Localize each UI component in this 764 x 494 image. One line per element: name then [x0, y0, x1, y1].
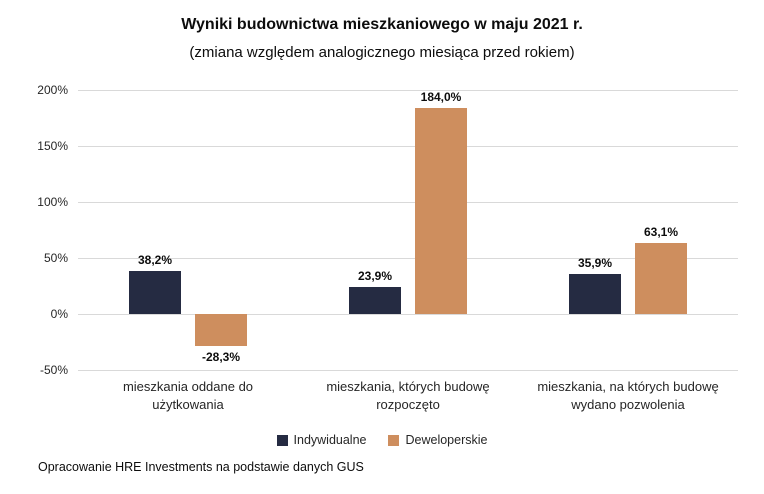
gridline	[78, 258, 738, 259]
gridline	[78, 202, 738, 203]
x-axis-category-labels: mieszkania oddane do użytkowania mieszkan…	[78, 378, 738, 414]
legend-item-indywidualne: Indywidualne	[276, 433, 367, 447]
bar-value-label: 38,2%	[137, 253, 173, 268]
plot-area: -50% 0% 50% 100% 150% 200% 38,2% -28,3% 23,9% 18…	[37, 83, 738, 377]
legend-item-deweloperskie: Deweloperskie	[388, 433, 487, 447]
gridline	[78, 146, 738, 147]
legend-swatch-deweloperskie	[388, 434, 400, 446]
bar-value-label: 35,9%	[577, 255, 613, 270]
bar-deweloperskie-1	[415, 107, 467, 314]
bar-group: 35,9% 63,1%	[518, 90, 738, 370]
y-tick-label: 0%	[50, 307, 68, 321]
gridline	[78, 90, 738, 91]
category-label: mieszkania, na których budowę wydano poz…	[537, 379, 719, 413]
legend-label-deweloperskie: Deweloperskie	[405, 433, 488, 447]
gridline	[78, 314, 738, 315]
chart-subtitle: (zmiana względem analogicznego miesiąca …	[189, 44, 575, 61]
bar-groups: 38,2% -28,3% 23,9% 184,0% 35,9% 63,1%	[78, 90, 738, 370]
bar-deweloperskie-2	[635, 243, 687, 314]
bar-value-label: 63,1%	[643, 225, 679, 240]
y-tick-label: 200%	[37, 83, 68, 97]
bar-deweloperskie-0	[195, 314, 247, 346]
legend-label-indywidualne: Indywidualne	[293, 433, 367, 447]
bar-indywidualne-1	[349, 287, 401, 314]
bar-value-label: -28,3%	[201, 349, 241, 364]
bar-indywidualne-2	[569, 273, 621, 314]
source-note: Opracowanie HRE Investments na podstawie…	[38, 460, 364, 474]
chart-title: Wyniki budownictwa mieszkaniowego w maju…	[181, 16, 583, 33]
bar-value-label: 23,9%	[357, 269, 393, 284]
bar-group: 38,2% -28,3%	[78, 90, 298, 370]
legend: Indywidualne Deweloperskie	[0, 433, 764, 447]
bar-value-label: 184,0%	[420, 89, 462, 104]
y-tick-label: 100%	[37, 195, 68, 209]
category-label: mieszkania oddane do użytkowania	[122, 379, 254, 413]
bar-indywidualne-0	[129, 271, 181, 314]
category-label: mieszkania, których budowę rozpoczęto	[326, 379, 490, 413]
y-tick-label: 50%	[43, 251, 68, 265]
gridline	[78, 370, 738, 371]
bar-group: 23,9% 184,0%	[298, 90, 518, 370]
legend-swatch-indywidualne	[276, 434, 288, 446]
y-tick-label: 150%	[37, 139, 68, 153]
y-tick-label: -50%	[39, 363, 68, 377]
